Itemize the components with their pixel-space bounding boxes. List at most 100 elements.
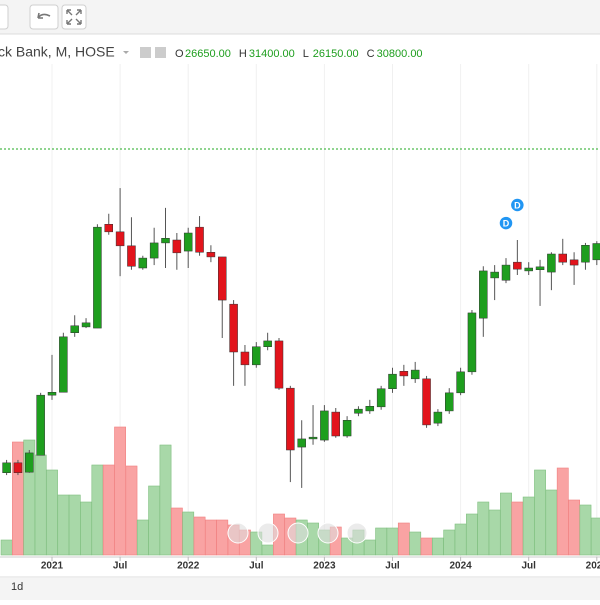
volume-bar — [68, 494, 81, 556]
toolbar-button[interactable] — [0, 4, 9, 30]
event-label: D — [503, 218, 510, 228]
candle-body — [535, 266, 545, 271]
x-tick-label: Jul — [385, 561, 400, 572]
candle-body — [138, 257, 148, 269]
candle-body — [25, 452, 34, 473]
volume-bar — [556, 467, 569, 556]
ohlc-value: 30800.00 — [377, 48, 423, 60]
toolbar — [0, 0, 600, 34]
candle-body — [252, 346, 261, 366]
x-tick-label: 2024 — [449, 561, 472, 572]
volume-bar — [431, 537, 444, 556]
plot-area: DD 2021 Jul 2022 Jul 2023 Jul 2024 Jul 2025 — [0, 64, 600, 572]
volume-bar — [534, 469, 546, 556]
volume-bar — [477, 501, 490, 556]
candle-body — [13, 462, 23, 474]
volume-bar — [193, 516, 206, 556]
volume-bar — [102, 464, 115, 556]
fullscreen-button[interactable] — [61, 4, 87, 30]
candle-body — [263, 340, 272, 347]
dropdown-arrow[interactable] — [123, 51, 129, 54]
symbol-title[interactable]: ck Bank, M, HOSE — [0, 44, 115, 60]
volume-bar — [375, 527, 388, 556]
x-tick-label: 2025 — [586, 561, 600, 572]
candle-body — [218, 256, 227, 301]
volume-bar — [205, 519, 217, 556]
candle-body — [93, 226, 102, 329]
x-tick-label: Jul — [521, 561, 536, 572]
undo-icon — [37, 12, 51, 19]
volume-bar — [159, 444, 172, 556]
volume-bar — [420, 537, 433, 556]
candle-body — [274, 340, 284, 389]
candle-body — [70, 325, 79, 333]
volume-bar — [216, 519, 229, 556]
candle-body — [308, 436, 318, 440]
candle-body — [2, 462, 11, 474]
volume-bar — [363, 539, 376, 556]
candle-body — [456, 371, 465, 394]
candle-body — [149, 242, 159, 259]
candle-body — [104, 224, 113, 233]
ohlc-value: 26650.00 — [185, 48, 231, 60]
candle-body — [376, 388, 386, 408]
volume-bar — [170, 507, 183, 556]
interval-button[interactable]: 1d — [11, 581, 23, 593]
volume-bar — [34, 454, 47, 556]
candle-body — [524, 267, 533, 272]
volume-bar — [454, 523, 467, 556]
volume-bar — [12, 441, 24, 556]
candle-body — [354, 408, 363, 414]
candle-body — [388, 373, 397, 389]
candle-body — [172, 239, 182, 254]
ohlc-key: O — [175, 48, 184, 60]
volume-bar — [307, 522, 319, 556]
candle-body — [297, 438, 306, 448]
event-marker — [509, 197, 526, 213]
settings-icon[interactable] — [155, 47, 166, 58]
nav-button[interactable] — [257, 522, 279, 544]
volume-bar — [182, 511, 195, 556]
candle-body — [59, 336, 68, 393]
undo-button[interactable] — [29, 4, 59, 30]
volume-bar — [80, 501, 92, 556]
candle-body — [206, 252, 216, 258]
candle-body — [81, 322, 91, 328]
candle-body — [161, 238, 170, 244]
volume-bar — [114, 426, 126, 556]
candle-body — [240, 351, 250, 366]
candle-body — [342, 420, 352, 437]
volume-bar — [57, 494, 70, 556]
candle-body — [422, 378, 431, 426]
nav-button[interactable] — [287, 522, 309, 544]
candle-body — [569, 259, 579, 266]
ohlc-readout: O 26650.00 H 31400.00 L 26150.00 C 30800.00 — [175, 48, 423, 60]
candle-body — [47, 392, 57, 396]
candle-body — [501, 264, 511, 281]
candle-body — [115, 231, 125, 247]
volume-bar — [579, 504, 592, 556]
volume-bar — [125, 465, 138, 556]
x-tick-label: Jul — [113, 561, 128, 572]
nav-button[interactable] — [346, 522, 368, 544]
nav-button[interactable] — [317, 522, 339, 544]
candle-body — [331, 411, 340, 437]
volume-bar — [409, 531, 422, 556]
candle-body — [558, 253, 567, 263]
volume-bar — [511, 501, 524, 556]
ohlc-key: C — [367, 48, 375, 60]
volume-bar — [250, 531, 263, 556]
candle-body — [365, 406, 375, 412]
nav-button[interactable] — [227, 522, 249, 544]
ohlc-key: L — [303, 48, 309, 60]
ohlc-value: 26150.00 — [313, 48, 359, 60]
candle-body — [410, 369, 420, 380]
ohlc-key: H — [239, 48, 247, 60]
event-marker — [498, 215, 514, 231]
candle-body — [592, 243, 600, 261]
volume-bar — [46, 469, 58, 556]
volume-bar — [261, 544, 274, 556]
volume-bar — [386, 527, 399, 556]
visibility-icon[interactable] — [140, 47, 151, 58]
